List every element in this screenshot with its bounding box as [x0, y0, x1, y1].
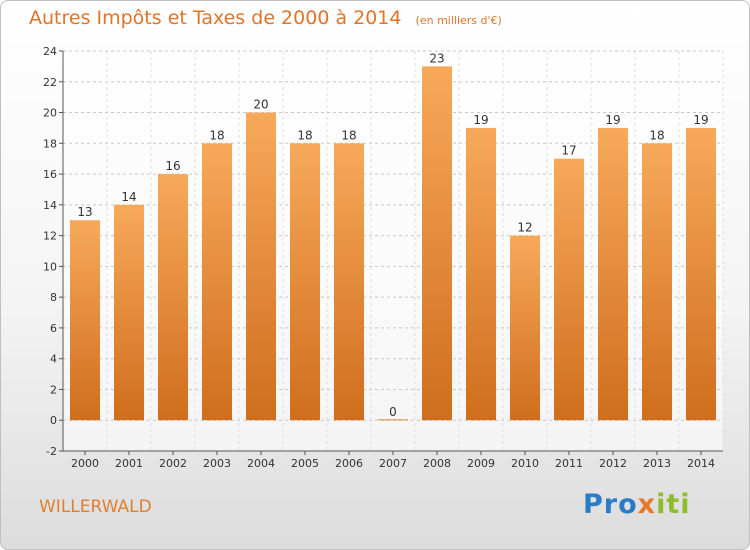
y-tick-label: 14 — [43, 199, 57, 212]
data-label: 17 — [561, 144, 576, 158]
data-label: 0 — [389, 405, 397, 419]
y-tick-label: 22 — [43, 76, 57, 89]
y-tick-label: 0 — [50, 414, 57, 427]
y-tick-label: 8 — [50, 291, 57, 304]
bar — [246, 112, 276, 421]
x-tick-label: 2003 — [203, 457, 231, 470]
data-label: 18 — [649, 128, 664, 142]
x-tick-label: 2007 — [379, 457, 407, 470]
commune-name: WILLERWALD — [39, 497, 152, 517]
x-tick-label: 2005 — [291, 457, 319, 470]
bar — [466, 127, 496, 421]
data-label: 18 — [341, 128, 356, 142]
y-tick-label: 24 — [43, 45, 57, 58]
x-tick-label: 2009 — [467, 457, 495, 470]
data-label: 23 — [429, 51, 444, 65]
logo-part-1: Pro — [583, 489, 638, 520]
x-tick-label: 2008 — [423, 457, 451, 470]
y-tick-label: 2 — [50, 383, 57, 396]
proxiti-logo: Proxiti — [583, 489, 691, 520]
logo-part-2: x — [637, 489, 657, 520]
x-tick-label: 2002 — [159, 457, 187, 470]
x-tick-label: 2010 — [511, 457, 539, 470]
x-tick-label: 2004 — [247, 457, 275, 470]
y-tick-label: -2 — [46, 445, 57, 458]
y-tick-label: 6 — [50, 322, 57, 335]
bar — [334, 143, 364, 421]
bar — [290, 143, 320, 421]
y-tick-label: 20 — [43, 107, 57, 120]
bar — [158, 174, 188, 421]
bar — [378, 419, 408, 421]
y-tick-label: 10 — [43, 260, 57, 273]
data-label: 16 — [165, 159, 180, 173]
x-tick-label: 2006 — [335, 457, 363, 470]
bar — [598, 127, 628, 421]
data-label: 19 — [693, 113, 708, 127]
chart-title: Autres Impôts et Taxes de 2000 à 2014 (e… — [29, 7, 502, 29]
x-tick-label: 2000 — [71, 457, 99, 470]
x-tick-label: 2011 — [555, 457, 583, 470]
bar — [642, 143, 672, 421]
data-label: 18 — [297, 128, 312, 142]
logo-part-3: iti — [656, 489, 691, 520]
bar — [510, 235, 540, 421]
y-tick-label: 12 — [43, 230, 57, 243]
y-tick-label: 18 — [43, 137, 57, 150]
data-label: 14 — [121, 190, 136, 204]
bar — [70, 220, 100, 421]
title-text: Autres Impôts et Taxes de 2000 à 2014 — [29, 7, 402, 29]
x-tick-label: 2001 — [115, 457, 143, 470]
data-label: 19 — [605, 113, 620, 127]
bar — [554, 158, 584, 421]
data-label: 18 — [209, 128, 224, 142]
data-label: 13 — [77, 205, 92, 219]
data-label: 20 — [253, 98, 268, 112]
bar — [422, 66, 452, 421]
data-label: 12 — [517, 221, 532, 235]
chart-subtitle: (en milliers d'€) — [415, 14, 502, 27]
y-tick-label: 16 — [43, 168, 57, 181]
bar — [202, 143, 232, 421]
x-tick-label: 2013 — [643, 457, 671, 470]
y-tick-label: 4 — [50, 353, 57, 366]
x-tick-label: 2014 — [687, 457, 715, 470]
bar — [686, 127, 716, 421]
data-label: 19 — [473, 113, 488, 127]
bar — [114, 204, 144, 421]
x-tick-label: 2012 — [599, 457, 627, 470]
